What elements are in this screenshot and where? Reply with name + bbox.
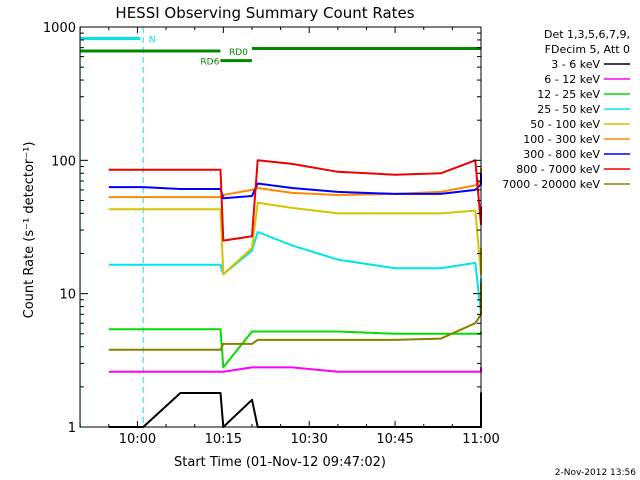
series-line-2 <box>108 328 482 369</box>
legend-entry-7: 800 - 7000 keV <box>516 163 600 176</box>
legend-header-0: Det 1,3,5,6,7,9, <box>544 28 630 41</box>
y-axis-ticks: 1 10 100 1000 <box>43 21 481 436</box>
legend-header-1: FDecim 5, Att 0 <box>545 43 630 56</box>
legend-entry-1: 6 - 12 keV <box>544 73 600 86</box>
x-tick-label-3: 10:45 <box>376 432 413 447</box>
annotation-label-0: N <box>149 35 156 45</box>
x-tick-label-2: 10:30 <box>290 432 327 447</box>
annotation-label-2: RD0 <box>229 48 248 58</box>
x-tick-label-1: 10:15 <box>205 432 242 447</box>
annotation-bars: N RD0 RD6 <box>80 35 481 68</box>
series-line-1 <box>108 366 482 373</box>
footer-stamp: 2-Nov-2012 13:56 <box>555 468 637 478</box>
x-tick-label-0: 10:00 <box>119 432 156 447</box>
legend-entry-3: 25 - 50 keV <box>537 103 600 116</box>
x-axis-label: Start Time (01-Nov-12 09:47:02) <box>174 455 386 470</box>
y-axis-label: Count Rate (s⁻¹ detector⁻¹) <box>22 142 37 319</box>
legend-entry-8: 7000 - 20000 keV <box>502 178 600 191</box>
legend-entry-2: 12 - 25 keV <box>537 88 600 101</box>
y-tick-label-1: 10 <box>59 288 76 303</box>
chart-title: HESSI Observing Summary Count Rates <box>115 4 414 22</box>
annotation-label-4: RD6 <box>200 58 219 68</box>
legend-entry-4: 50 - 100 keV <box>530 118 600 131</box>
y-tick-label-2: 100 <box>51 154 76 169</box>
x-axis-ticks: 10:00 10:15 10:30 10:45 11:00 <box>79 27 500 447</box>
legend: Det 1,3,5,6,7,9, FDecim 5, Att 0 3 - 6 keV… <box>502 28 630 191</box>
legend-entry-0: 3 - 6 keV <box>551 58 600 71</box>
legend-entry-5: 100 - 300 keV <box>523 133 600 146</box>
legend-entry-6: 300 - 800 keV <box>523 148 600 161</box>
y-tick-label-3: 1000 <box>43 21 76 36</box>
x-tick-label-4: 11:00 <box>462 432 499 447</box>
y-tick-label-0: 1 <box>68 421 76 436</box>
